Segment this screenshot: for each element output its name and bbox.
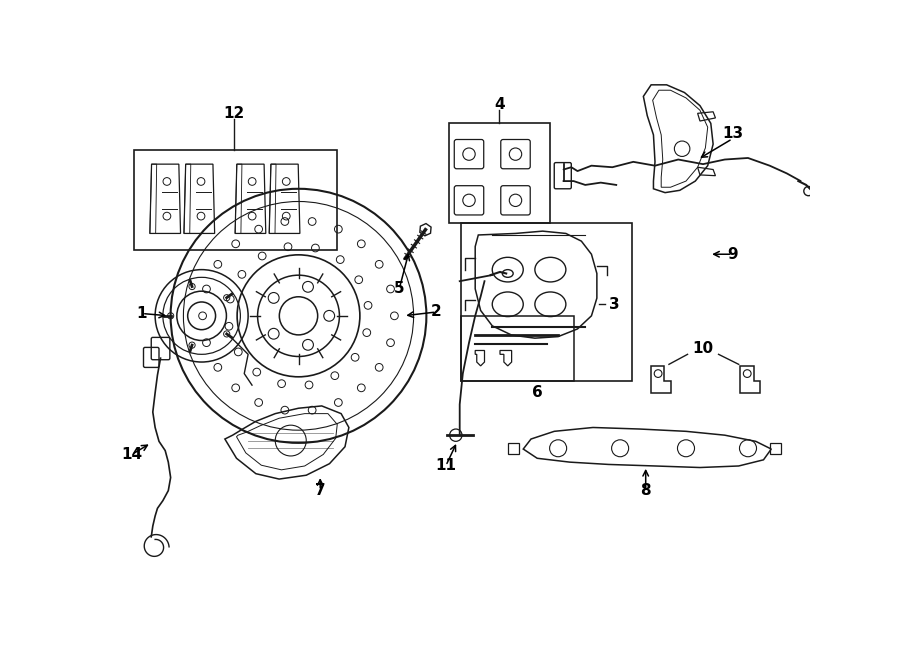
Text: 3: 3 xyxy=(609,297,620,312)
Text: 7: 7 xyxy=(315,483,326,498)
Text: 12: 12 xyxy=(223,106,245,121)
Text: 14: 14 xyxy=(122,447,142,462)
Text: 4: 4 xyxy=(494,97,505,112)
Text: 13: 13 xyxy=(722,126,743,141)
Text: 1: 1 xyxy=(137,306,148,321)
Bar xyxy=(461,316,573,381)
Text: 9: 9 xyxy=(727,247,738,261)
Bar xyxy=(461,224,632,381)
Text: 2: 2 xyxy=(431,305,442,320)
Bar xyxy=(449,123,550,224)
Text: 8: 8 xyxy=(641,483,651,498)
Bar xyxy=(134,150,338,250)
Text: 10: 10 xyxy=(692,342,714,356)
Text: 6: 6 xyxy=(532,385,543,401)
Text: 11: 11 xyxy=(436,459,456,473)
Text: 5: 5 xyxy=(394,281,405,297)
